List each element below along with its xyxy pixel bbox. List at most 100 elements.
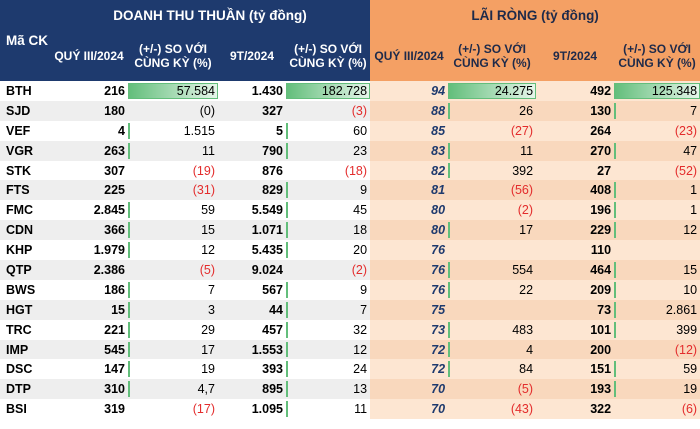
cell-prof-q3-chg: (2) xyxy=(448,200,537,221)
data-bar xyxy=(448,102,451,119)
cell-prof-9m: 270 xyxy=(536,140,615,161)
cell-rev-9m-chg: 13 xyxy=(286,379,371,400)
cell-value: 24 xyxy=(353,362,368,377)
cell-value: 101 xyxy=(590,322,612,337)
cell-rev-9m-chg: 45 xyxy=(286,200,370,220)
table-row: DTP 310 4,7 895 13 70 (5) 193 19 xyxy=(0,379,700,400)
cell-code: TRC xyxy=(0,320,50,340)
data-bar xyxy=(448,281,451,298)
cell-prof-9m-chg: 399 xyxy=(614,319,700,340)
cell-rev-9m-chg: 12 xyxy=(286,339,371,360)
header-prof-9m: 9T/2024 xyxy=(536,31,615,81)
cell-rev-q3: 2.386 xyxy=(50,260,128,280)
data-bar xyxy=(286,182,288,199)
cell-prof-9m-chg: 47 xyxy=(614,140,700,161)
cell-value: 1 xyxy=(690,183,698,198)
cell-value: 151 xyxy=(590,362,612,377)
cell-prof-q3-chg: 4 xyxy=(448,339,537,360)
header-prof-9m-chg: (+/-) SO VỚI CÙNG KỲ (%) xyxy=(614,31,700,81)
cell-value: (27) xyxy=(510,123,534,138)
data-bar xyxy=(286,122,288,139)
cell-value: 264 xyxy=(590,123,612,138)
cell-value: 263 xyxy=(104,143,125,158)
cell-value: 392 xyxy=(512,163,534,178)
data-bar xyxy=(286,222,288,239)
cell-value: (52) xyxy=(674,163,698,178)
cell-value: 7 xyxy=(360,302,368,317)
data-bar xyxy=(286,83,371,99)
cell-value: 11 xyxy=(354,402,368,417)
cell-value: 319 xyxy=(104,402,125,417)
cell-rev-q3-chg: (0) xyxy=(128,100,218,121)
cell-rev-q3: 147 xyxy=(50,359,128,379)
data-bar xyxy=(128,381,130,398)
cell-rev-9m: 457 xyxy=(218,320,286,340)
cell-value: HGT xyxy=(6,302,33,317)
cell-code: CDN xyxy=(0,220,50,241)
cell-prof-9m-chg: 19 xyxy=(614,379,700,400)
cell-value: 182.728 xyxy=(321,83,368,98)
cell-rev-9m: 1.430 xyxy=(218,81,286,101)
cell-rev-9m: 1.071 xyxy=(218,220,286,241)
cell-value: 15 xyxy=(201,223,215,238)
cell-value: (18) xyxy=(344,163,368,178)
cell-value: 19 xyxy=(683,382,698,397)
data-bar xyxy=(614,182,617,199)
table-row: BWS 186 7 567 9 76 22 209 10 xyxy=(0,279,700,300)
cell-rev-q3-chg: 19 xyxy=(128,359,218,379)
cell-value: 307 xyxy=(104,163,125,178)
cell-rev-q3-chg: (19) xyxy=(128,161,218,181)
cell-value: (3) xyxy=(351,103,368,118)
table-row: VEF 4 1.515 5 60 85 (27) 264 (23) xyxy=(0,120,700,141)
cell-value: (5) xyxy=(199,262,215,277)
data-bar xyxy=(286,242,288,259)
cell-value: 26 xyxy=(519,103,534,118)
header-code: Mã CK xyxy=(0,0,50,81)
table-row: BSI 319 (17) 1.095 11 70 (43) 322 (6) xyxy=(0,399,700,420)
cell-value: 216 xyxy=(104,83,125,98)
header-profit-group: LÃI RÒNG (tỷ đồng) xyxy=(370,0,700,31)
cell-value: 17 xyxy=(201,342,215,357)
cell-value: 408 xyxy=(590,183,612,198)
cell-code: BSI xyxy=(0,399,50,419)
cell-code: FTS xyxy=(0,180,50,201)
cell-value: BTH xyxy=(6,83,32,98)
cell-prof-9m-chg: 12 xyxy=(614,220,700,241)
cell-prof-q3-chg: 11 xyxy=(448,140,537,161)
cell-prof-9m-chg: 15 xyxy=(614,260,700,280)
cell-code: DTP xyxy=(0,379,50,400)
cell-code: FMC xyxy=(0,200,50,220)
data-bar xyxy=(448,83,537,99)
cell-value: 1.430 xyxy=(251,83,283,98)
cell-prof-9m-chg: 1 xyxy=(614,180,700,201)
cell-prof-9m-chg: 10 xyxy=(614,279,700,300)
cell-value: 12 xyxy=(353,342,368,357)
cell-value: 60 xyxy=(353,123,368,138)
cell-value: (2) xyxy=(351,262,368,277)
cell-rev-9m: 9.024 xyxy=(218,260,286,280)
cell-code: QTP xyxy=(0,260,50,280)
cell-prof-9m-chg: 2.861 xyxy=(614,299,700,320)
cell-value: 76 xyxy=(431,282,446,297)
cell-value: 11 xyxy=(202,143,215,158)
cell-prof-9m-chg: (23) xyxy=(614,120,700,141)
cell-prof-q3-chg xyxy=(448,240,537,261)
cell-value: 12 xyxy=(201,243,215,258)
cell-value: 24.275 xyxy=(494,83,534,98)
cell-value: 399 xyxy=(676,322,698,337)
cell-value: TRC xyxy=(6,322,32,337)
data-bar xyxy=(128,321,130,338)
cell-rev-9m: 567 xyxy=(218,280,286,300)
cell-prof-9m: 151 xyxy=(536,359,615,380)
cell-value: 75 xyxy=(431,302,446,317)
cell-value: 11 xyxy=(520,143,534,158)
cell-value: 85 xyxy=(431,123,446,138)
cell-prof-q3-chg: 392 xyxy=(448,160,537,181)
cell-rev-q3: 15 xyxy=(50,299,128,320)
cell-rev-q3: 186 xyxy=(50,280,128,300)
data-bar xyxy=(448,341,451,358)
cell-rev-q3: 225 xyxy=(50,180,128,201)
cell-code: HGT xyxy=(0,299,50,320)
cell-value: 57.584 xyxy=(176,83,215,98)
cell-value: 5.435 xyxy=(251,243,283,258)
